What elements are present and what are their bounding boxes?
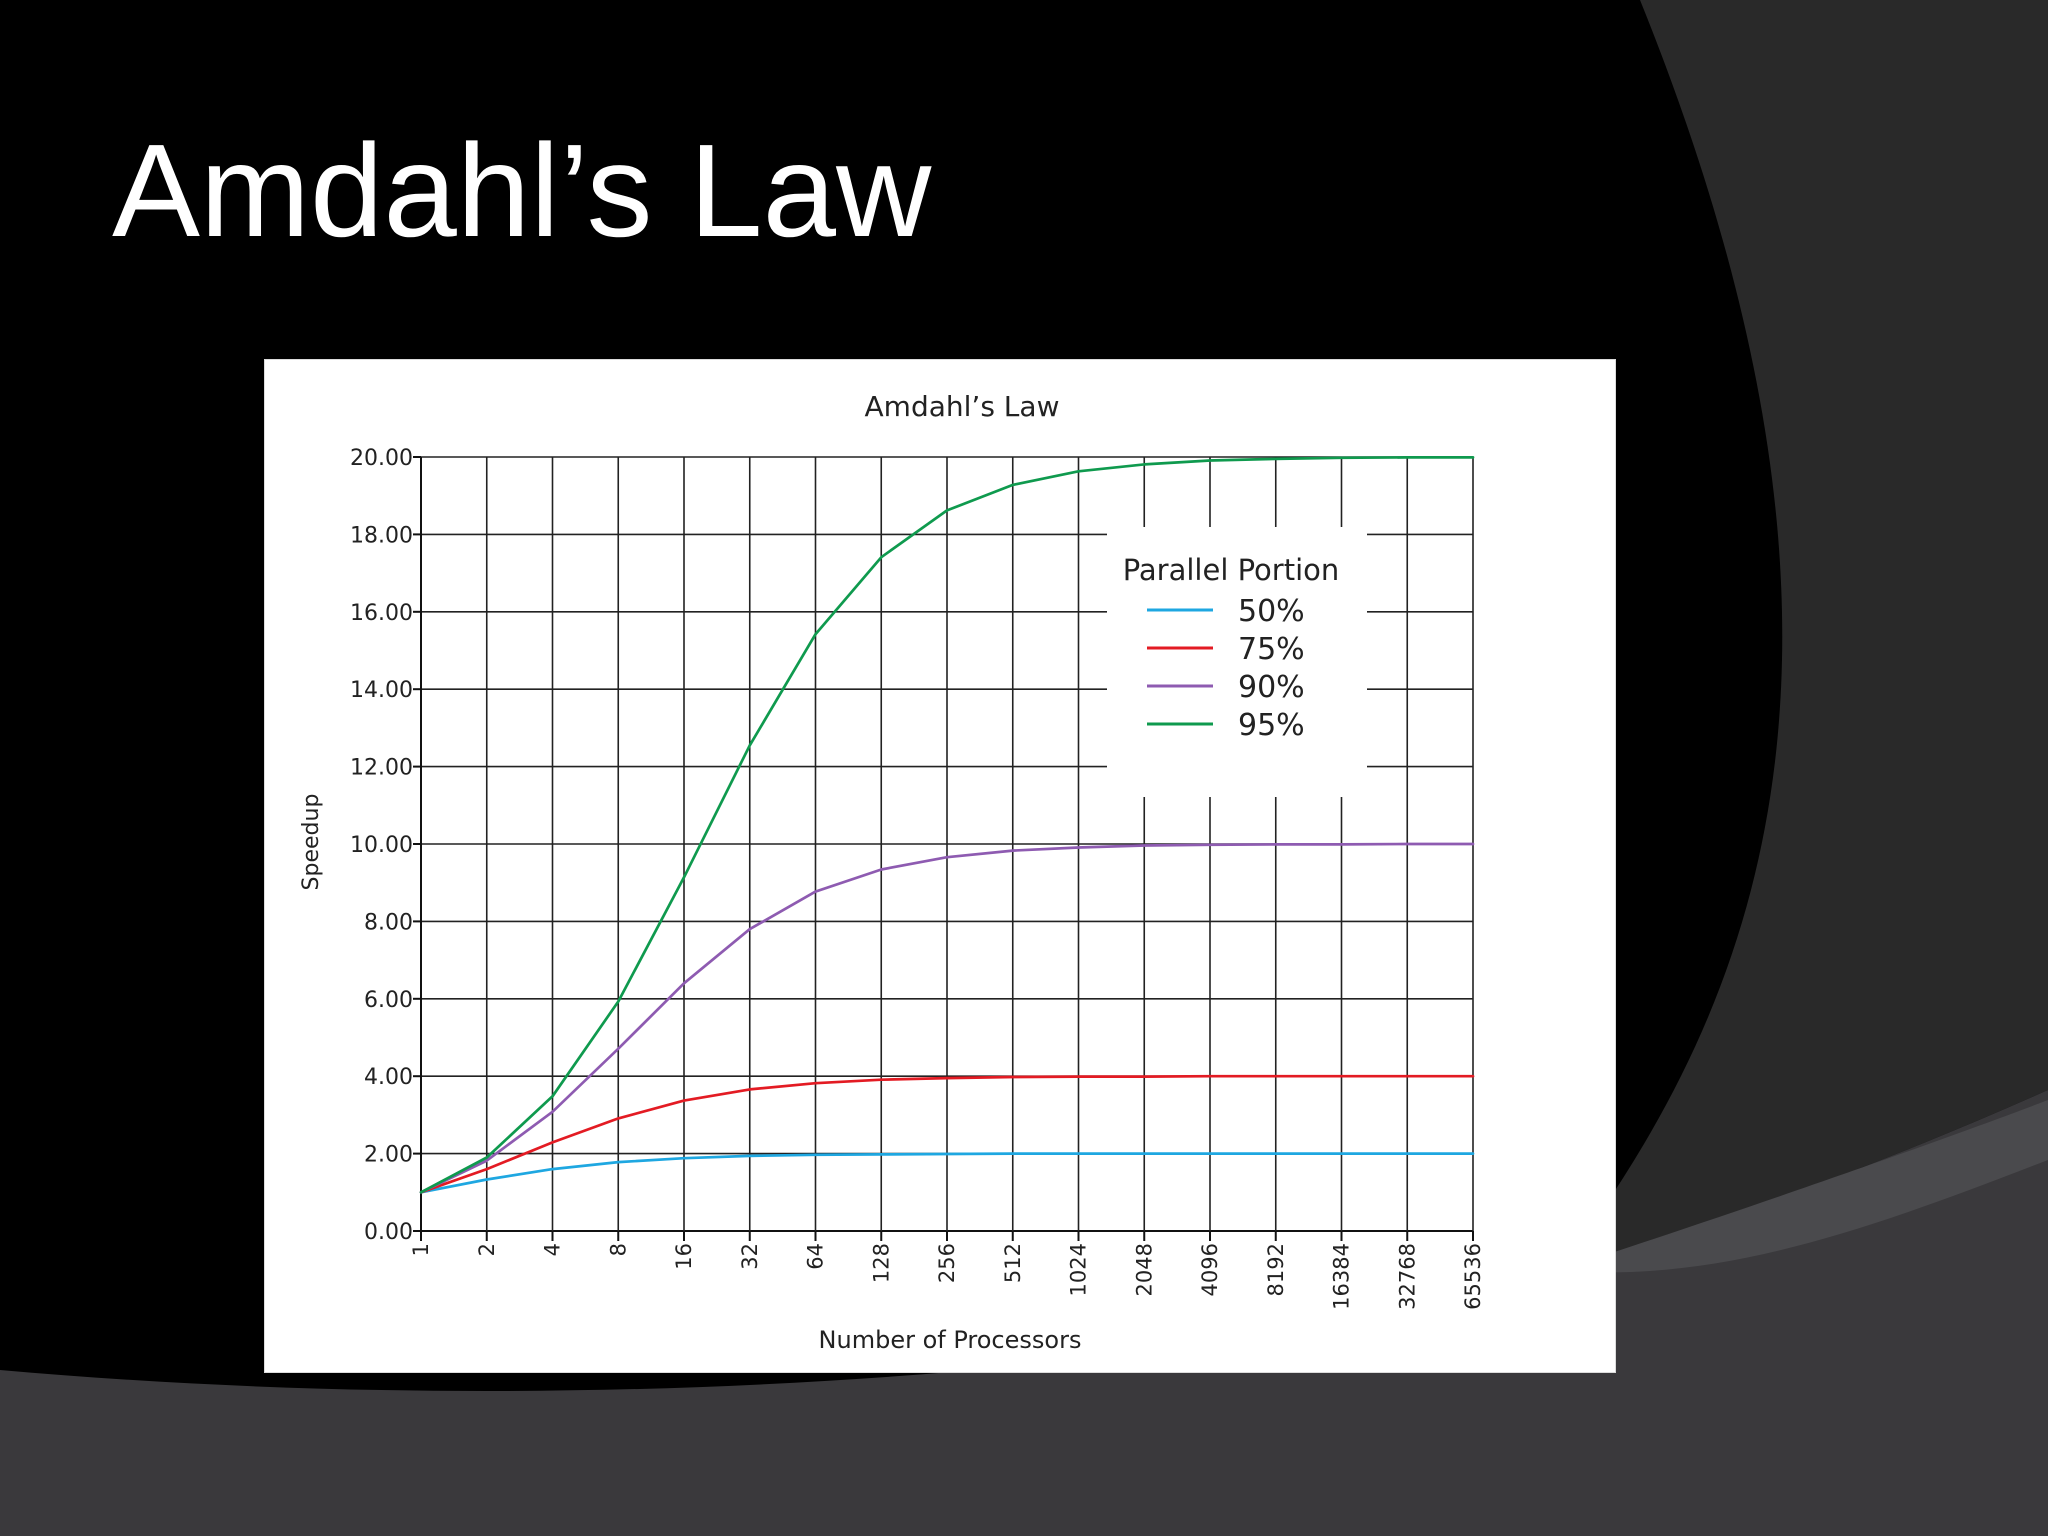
x-tick-label: 128 — [869, 1243, 893, 1283]
y-tick-label: 0.00 — [364, 1220, 413, 1245]
x-tick-label: 8 — [606, 1243, 630, 1256]
legend-title: Parallel Portion — [1123, 553, 1340, 587]
y-tick-layer: 0.00 2.00 4.00 6.00 8.00 10.00 12.00 14.00 16.00… — [350, 446, 413, 1245]
series-line-90-percent — [419, 842, 1475, 1194]
series-layer — [419, 456, 1475, 1194]
series-line-75-percent — [419, 1074, 1475, 1194]
x-tick-label: 512 — [1001, 1243, 1025, 1283]
x-tick-label: 2048 — [1132, 1243, 1156, 1296]
y-tick-label: 4.00 — [364, 1065, 413, 1090]
y-tick-label: 8.00 — [364, 910, 413, 935]
series-line-95-percent — [419, 456, 1475, 1194]
x-tick-label: 4096 — [1198, 1243, 1222, 1296]
y-tick-label: 16.00 — [350, 601, 413, 626]
legend-items: 50%75%90%95% — [1147, 594, 1305, 743]
legend-label: 75% — [1238, 632, 1305, 667]
y-tick-label: 12.00 — [350, 756, 413, 781]
y-tick-label: 18.00 — [350, 523, 413, 548]
chart: Amdahl’s Law Number of Processors Speedu… — [299, 390, 1485, 1354]
x-tick-label: 16 — [672, 1243, 696, 1270]
x-tick-label: 64 — [804, 1243, 828, 1270]
slide-title: Amdahl’s Law — [112, 117, 932, 264]
x-tick-layer: 1 2 4 8 16 32 64 128 256 512 1024 2048 4096 8192 16384… — [409, 1243, 1485, 1310]
y-tick-label: 10.00 — [350, 833, 413, 858]
legend-label: 90% — [1238, 670, 1305, 705]
x-tick-label: 65536 — [1461, 1243, 1485, 1310]
x-tick-label: 16384 — [1330, 1243, 1354, 1310]
x-tick-label: 256 — [935, 1243, 959, 1283]
chart-frame: Amdahl’s Law Number of Processors Speedu… — [264, 359, 1616, 1373]
y-tick-label: 6.00 — [364, 988, 413, 1013]
x-tick-label: 1024 — [1067, 1243, 1091, 1296]
chart-title: Amdahl’s Law — [865, 390, 1060, 423]
x-tick-label: 32 — [738, 1243, 762, 1270]
legend-box — [1107, 527, 1367, 797]
legend: Parallel Portion 50%75%90%95% — [1107, 527, 1367, 797]
legend-label: 50% — [1238, 594, 1305, 629]
x-axis-label: Number of Processors — [819, 1326, 1082, 1354]
y-tick-label: 2.00 — [364, 1143, 413, 1168]
x-tick-label: 2 — [475, 1243, 499, 1256]
y-tick-label: 14.00 — [350, 678, 413, 703]
y-tick-label: 20.00 — [350, 446, 413, 471]
x-tick-label: 32768 — [1395, 1243, 1419, 1310]
y-axis-label: Speedup — [299, 794, 324, 891]
x-tick-label: 8192 — [1264, 1243, 1288, 1296]
x-tick-label: 4 — [541, 1243, 565, 1256]
series-line-50-percent — [419, 1152, 1475, 1194]
x-tick-label: 1 — [409, 1243, 433, 1256]
legend-label: 95% — [1238, 708, 1305, 743]
